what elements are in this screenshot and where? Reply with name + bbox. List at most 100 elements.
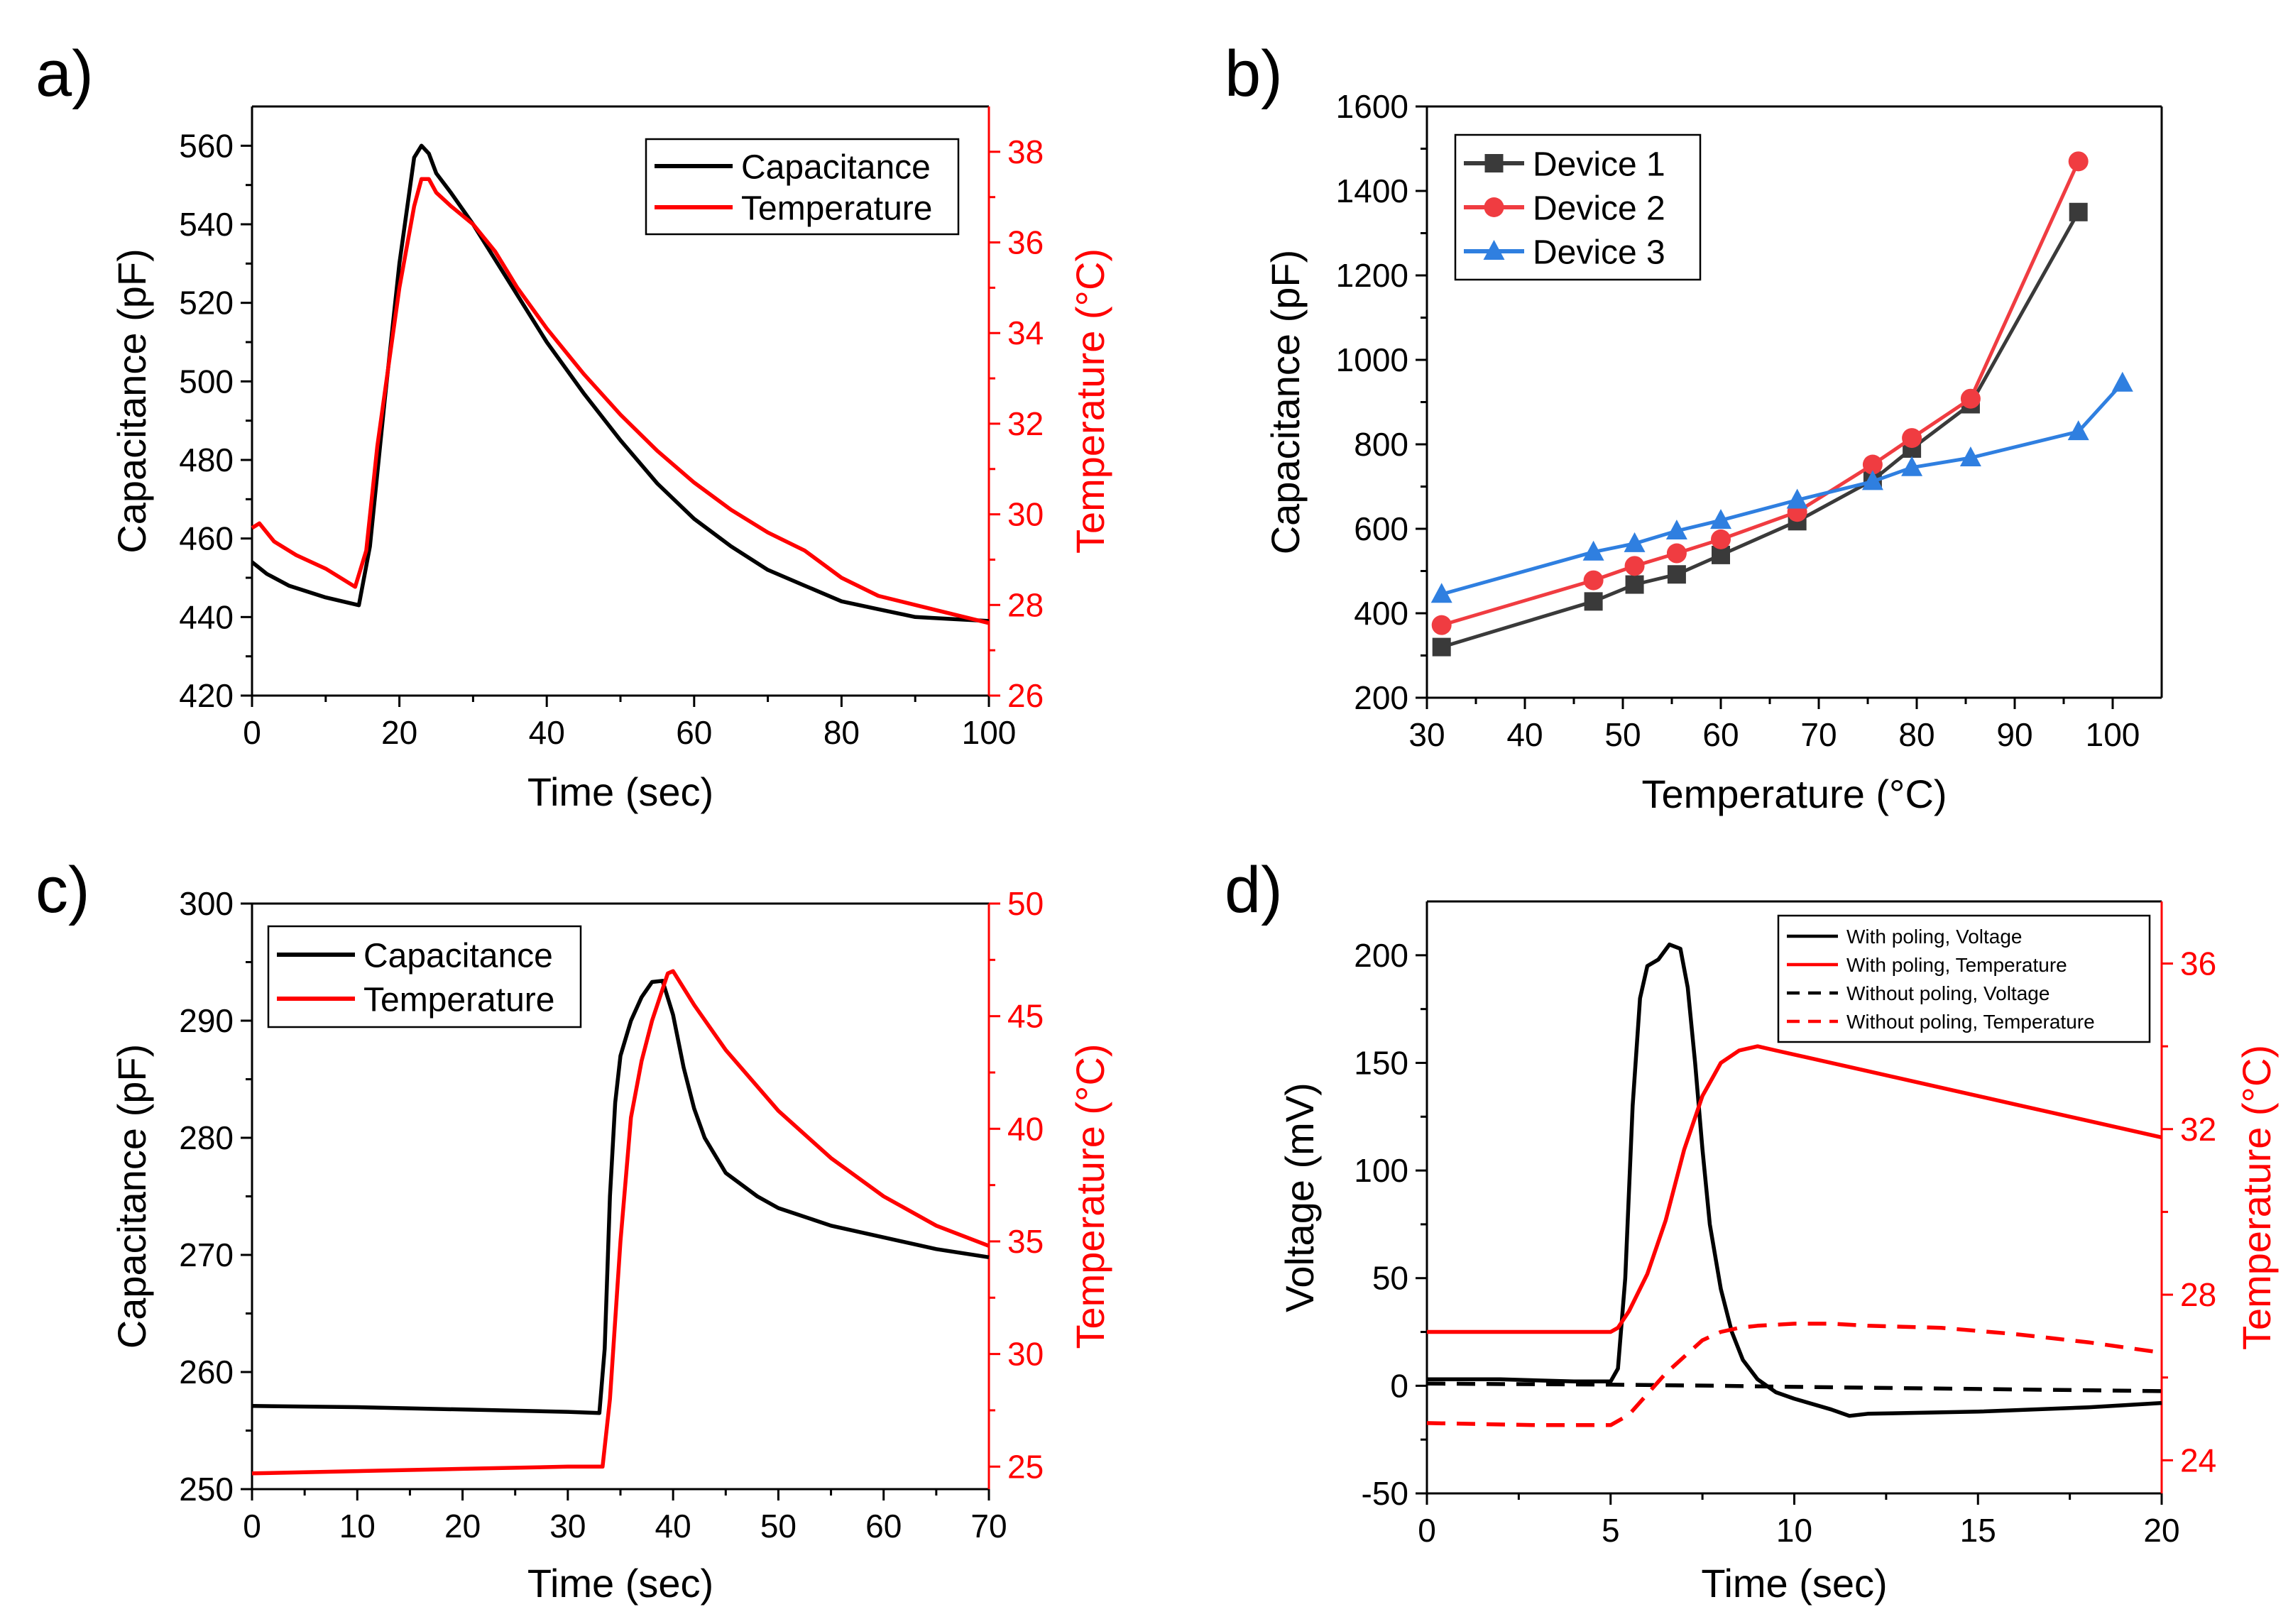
x-tick-label: 5: [1602, 1512, 1620, 1549]
y-axis-title: Capacitance (pF): [109, 248, 154, 554]
y-tick-label: 520: [179, 285, 234, 322]
legend-marker: [1483, 240, 1505, 260]
data-point: [1902, 428, 1922, 449]
y-tick-label: 600: [1354, 510, 1408, 547]
series-line-device-1: [1440, 211, 2080, 649]
x-tick-label: 30: [1408, 716, 1445, 753]
y-tick-label: 540: [179, 206, 234, 243]
data-point: [1901, 456, 1923, 476]
x-axis-title: Time (sec): [527, 1561, 713, 1606]
data-point: [1666, 543, 1687, 564]
panel-label: c): [35, 854, 90, 926]
x-tick-label: 0: [243, 1508, 261, 1545]
data-point: [2069, 202, 2088, 221]
x-tick-label: 0: [1418, 1512, 1436, 1549]
y-tick-label: 280: [179, 1119, 234, 1156]
y2-tick-label: 38: [1007, 133, 1044, 170]
series-line-device-3: [1441, 382, 2124, 596]
y-tick-label: 420: [179, 677, 234, 714]
legend-box: [1777, 914, 2151, 1043]
legend-label: Temperature: [363, 981, 554, 1019]
y-tick-label: 250: [179, 1471, 234, 1508]
x-tick-label: 80: [823, 714, 860, 751]
y-tick-label: 150: [1354, 1044, 1408, 1081]
panel-label: b): [1225, 38, 1283, 110]
y2-tick-label: 40: [1007, 1110, 1044, 1147]
y2-axis-title: Temperature (°C): [2234, 1045, 2279, 1350]
panel-label: a): [35, 38, 94, 110]
legend-box: [267, 925, 582, 1028]
x-tick-label: 70: [970, 1508, 1007, 1545]
y-tick-label: 440: [179, 598, 234, 635]
x-tick-label: 40: [655, 1508, 691, 1545]
y-tick-label: 460: [179, 520, 234, 557]
x-tick-label: 50: [760, 1508, 797, 1545]
y2-tick-label: 45: [1007, 998, 1044, 1035]
y2-tick-label: 26: [1007, 677, 1044, 714]
y-axis-title: Voltage (mV): [1277, 1082, 1322, 1312]
series-line-capacitance: [251, 979, 990, 1415]
data-point: [1624, 532, 1646, 552]
y-axis-title: Capacitance (pF): [1263, 250, 1308, 555]
y2-tick-label: 30: [1007, 496, 1044, 533]
data-point: [1625, 575, 1644, 594]
y-tick-label: 1600: [1336, 88, 1408, 125]
x-tick-label: 100: [2086, 716, 2140, 753]
y2-tick-label: 50: [1007, 885, 1044, 922]
y-tick-label: -50: [1362, 1475, 1408, 1512]
y-tick-label: 1400: [1336, 172, 1408, 209]
panel-label: d): [1225, 854, 1283, 926]
data-point: [1624, 556, 1645, 576]
data-point: [1583, 570, 1604, 591]
x-axis-title: Time (sec): [1701, 1561, 1887, 1606]
y-tick-label: 1200: [1336, 257, 1408, 294]
data-point: [2068, 151, 2089, 172]
x-axis-title: Temperature (°C): [1641, 772, 1947, 816]
data-point: [1786, 488, 1808, 509]
x-tick-label: 40: [529, 714, 565, 751]
series-line-capacitance: [251, 143, 990, 623]
x-tick-label: 50: [1604, 716, 1641, 753]
x-tick-label: 10: [1776, 1512, 1812, 1549]
legend-marker: [1484, 154, 1504, 172]
x-tick-label: 15: [1960, 1512, 1996, 1549]
series-line-temperature: [251, 969, 990, 1476]
x-tick-label: 10: [339, 1508, 376, 1545]
data-point: [1960, 388, 1981, 409]
x-axis-title: Time (sec): [527, 769, 713, 814]
y-tick-label: 50: [1372, 1260, 1408, 1297]
y2-tick-label: 35: [1007, 1223, 1044, 1260]
data-point: [1665, 519, 1687, 539]
y-tick-label: 560: [179, 127, 234, 164]
y-tick-label: 800: [1354, 426, 1408, 463]
y2-axis-title: Temperature (°C): [1068, 248, 1112, 554]
data-point: [1959, 446, 1981, 467]
y2-tick-label: 36: [1007, 224, 1044, 261]
legend-marker: [1484, 197, 1504, 217]
legend-label: Capacitance: [363, 937, 553, 975]
legend-label: Without poling, Voltage: [1846, 982, 2050, 1004]
y-tick-label: 400: [1354, 595, 1408, 632]
chart-panel-b: b) 30 40 50 60 70 80 90 100 200 400 600 800 1000 1200 1…: [1225, 38, 2163, 816]
data-point: [1432, 637, 1451, 657]
y-tick-label: 200: [1354, 679, 1408, 716]
y-tick-label: 1000: [1336, 341, 1408, 378]
y2-tick-label: 24: [2180, 1442, 2216, 1478]
y-tick-label: 100: [1354, 1152, 1408, 1189]
x-tick-label: 100: [962, 714, 1017, 751]
x-tick-label: 90: [1996, 716, 2032, 753]
y-tick-label: 300: [179, 885, 234, 922]
x-tick-label: 30: [549, 1508, 586, 1545]
data-point: [1431, 615, 1452, 635]
data-point: [1582, 540, 1604, 561]
x-tick-label: 40: [1506, 716, 1543, 753]
series-line-without-poling-temperature: [1426, 1322, 2162, 1427]
data-point: [1584, 592, 1603, 611]
x-tick-label: 20: [2143, 1512, 2179, 1549]
x-tick-label: 60: [865, 1508, 902, 1545]
y-tick-label: 290: [179, 1002, 234, 1039]
y2-tick-label: 28: [2180, 1276, 2216, 1313]
data-point: [2067, 420, 2089, 441]
series-line-with-poling-temperature: [1427, 1044, 2162, 1334]
